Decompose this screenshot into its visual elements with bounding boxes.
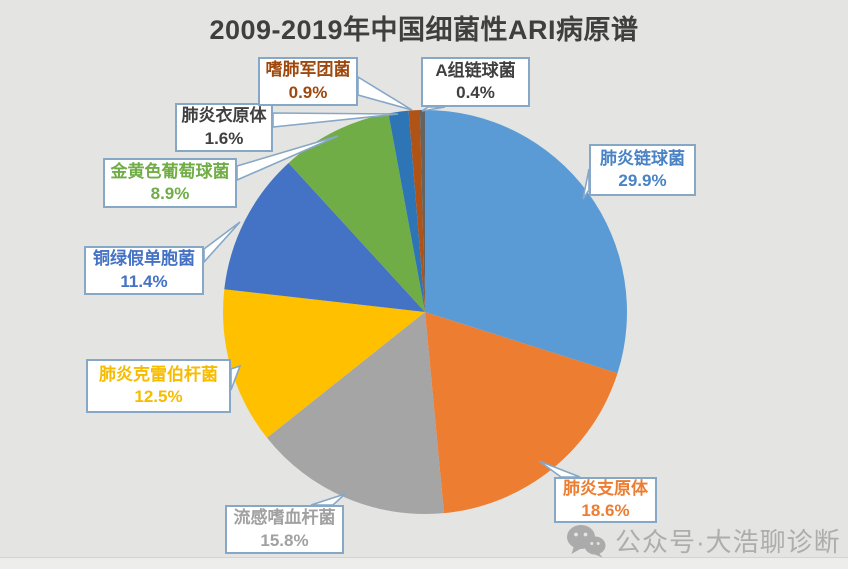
callout-name: 肺炎链球菌	[600, 148, 685, 168]
callout-label-6: 肺炎衣原体 1.6%	[175, 103, 273, 152]
callout-label-5: 金黄色葡萄球菌 8.9%	[103, 158, 237, 208]
callout-percent: 18.6%	[581, 501, 630, 520]
callout-percent: 0.4%	[456, 83, 495, 102]
callout-percent: 1.6%	[204, 128, 244, 148]
callout-percent: 0.9%	[288, 82, 328, 102]
callout-percent: 12.5%	[134, 387, 183, 406]
pie-slice-2	[266, 312, 445, 514]
pie-slice-0	[425, 110, 627, 374]
pie-slice-1	[425, 312, 618, 514]
callout-percent: 11.4%	[120, 271, 168, 291]
callout-percent: 15.8%	[260, 530, 309, 550]
callout-name: 铜绿假单胞菌	[93, 249, 195, 269]
pie-slice-7	[408, 110, 425, 312]
callout-name: 流感嗜血杆菌	[233, 508, 336, 528]
callout-name: 嗜肺军团菌	[265, 60, 351, 80]
pie-slice-8	[419, 109, 425, 312]
watermark: 公众号·大浩聊诊断	[566, 522, 841, 559]
callout-leader-8	[421, 106, 446, 112]
callout-label-4: 铜绿假单胞菌 11.4%	[84, 246, 204, 295]
callout-name: 金黄色葡萄球菌	[110, 161, 230, 181]
pie-slice-3	[222, 289, 425, 438]
callout-label-3: 肺炎克雷伯杆菌 12.5%	[86, 359, 231, 413]
callout-percent: 8.9%	[150, 184, 190, 203]
callout-leader-4	[203, 221, 241, 265]
callout-label-0: 肺炎链球菌 29.9%	[589, 144, 696, 196]
bottom-strip	[0, 557, 848, 569]
pie-slice-6	[388, 110, 425, 312]
callout-label-2: 流感嗜血杆菌 15.8%	[225, 505, 344, 554]
chart-title: 2009-2019年中国细菌性ARI病原谱	[209, 15, 639, 45]
callout-leader-2	[310, 493, 346, 506]
callout-name: 肺炎衣原体	[181, 106, 267, 126]
callout-name: 肺炎支原体	[563, 478, 648, 498]
pie-slice-4	[224, 163, 425, 312]
callout-name: 肺炎克雷伯杆菌	[99, 364, 218, 384]
callout-label-1: 肺炎支原体 18.6%	[554, 477, 657, 523]
callout-leader-3	[230, 364, 242, 391]
callout-label-8: A组链球菌 0.4%	[421, 57, 530, 107]
callout-percent: 29.9%	[618, 171, 667, 190]
callout-leader-6	[272, 112, 399, 128]
callout-leader-7	[357, 75, 413, 111]
watermark-text: 公众号·大浩聊诊断	[615, 527, 841, 557]
callout-name: A组链球菌	[435, 60, 516, 80]
callout-label-7: 嗜肺军团菌 0.9%	[258, 57, 358, 106]
callout-leader-5	[236, 135, 339, 182]
pie-slice-5	[288, 113, 425, 312]
wechat-icon	[567, 524, 606, 557]
